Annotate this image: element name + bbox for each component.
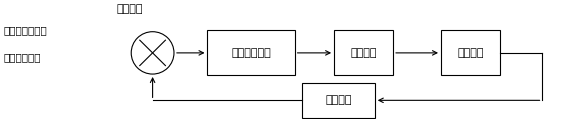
Bar <box>334 30 393 75</box>
Bar <box>208 30 294 75</box>
Text: 调节对象: 调节对象 <box>457 48 484 58</box>
Bar <box>441 30 500 75</box>
Bar <box>302 83 375 118</box>
Text: 放电间隙设定值: 放电间隙设定值 <box>3 25 47 35</box>
Text: 执行环节: 执行环节 <box>350 48 377 58</box>
Text: 放大驱动环节: 放大驱动环节 <box>231 48 271 58</box>
Text: （参考电压）: （参考电压） <box>3 53 41 63</box>
Text: 比较环节: 比较环节 <box>117 4 143 14</box>
Text: 取样环节: 取样环节 <box>325 95 351 105</box>
